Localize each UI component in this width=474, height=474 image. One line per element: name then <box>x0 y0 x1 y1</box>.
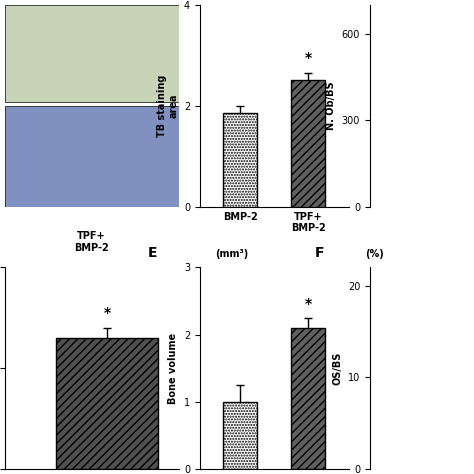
Bar <box>5 5 179 102</box>
Text: (%): (%) <box>365 249 383 259</box>
Bar <box>223 402 257 469</box>
Y-axis label: TB staining
area: TB staining area <box>156 74 178 137</box>
Text: F: F <box>315 246 325 260</box>
Bar <box>5 106 179 207</box>
Bar <box>56 338 158 469</box>
Bar <box>291 328 325 469</box>
Y-axis label: Bone volume: Bone volume <box>168 333 178 404</box>
Text: *: * <box>305 51 312 65</box>
Bar <box>291 81 325 207</box>
Text: *: * <box>305 297 312 311</box>
Text: E: E <box>147 246 157 260</box>
Text: TPF+
BMP-2: TPF+ BMP-2 <box>74 231 109 253</box>
Y-axis label: N. Ob/BS: N. Ob/BS <box>326 82 336 130</box>
Text: *: * <box>103 306 110 320</box>
Y-axis label: OS/BS: OS/BS <box>332 352 342 385</box>
Text: (mm³): (mm³) <box>215 249 248 259</box>
Bar <box>223 113 257 207</box>
